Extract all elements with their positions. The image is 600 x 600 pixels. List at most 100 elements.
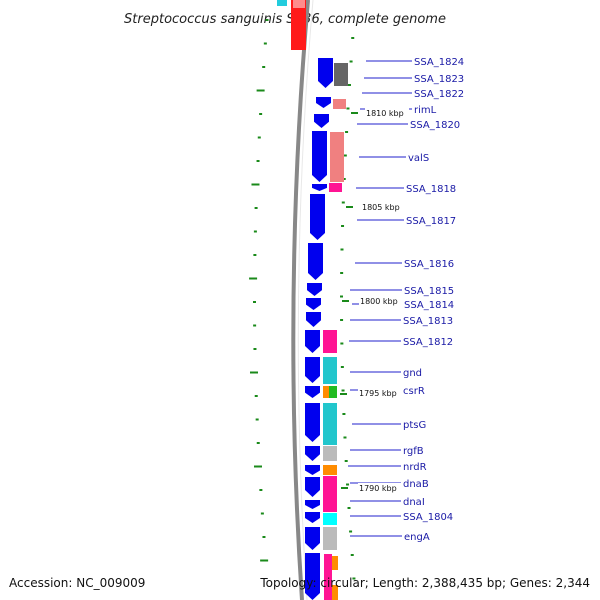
scale-tick <box>259 113 263 115</box>
scale-tick <box>256 89 265 92</box>
kbp-label: 1810 kbp <box>366 109 404 118</box>
scale-tick <box>249 371 258 374</box>
gene-label: SSA_1820 <box>410 120 460 131</box>
feature-box <box>324 554 332 600</box>
cds-feature <box>305 386 320 398</box>
gene-label: SSA_1804 <box>403 512 453 523</box>
cds-feature <box>310 194 325 240</box>
cds-feature <box>305 477 320 497</box>
kbp-label-bg <box>365 108 409 118</box>
scale-tick <box>251 183 260 186</box>
scale-tick <box>253 230 257 233</box>
cds-feature <box>312 184 327 191</box>
inner-tick <box>346 107 350 110</box>
cds-feature <box>305 500 320 509</box>
feature-box <box>334 63 348 86</box>
inner-tick <box>340 319 344 321</box>
inner-tick <box>347 507 351 509</box>
inner-tick <box>340 248 344 251</box>
feature-box <box>332 585 338 600</box>
gene-label: SSA_1815 <box>404 286 454 297</box>
inner-tick <box>342 178 346 180</box>
kbp-label: 1800 kbp <box>360 297 398 306</box>
inner-tick <box>349 60 353 63</box>
feature-box <box>333 99 346 109</box>
cds-feature <box>308 243 323 280</box>
gene-label: SSA_1823 <box>414 74 464 85</box>
scale-tick <box>265 19 269 21</box>
inner-tick <box>346 483 350 486</box>
gene-label: SSA_1812 <box>403 337 453 348</box>
scale-tick <box>253 301 257 303</box>
cds-feature <box>305 553 320 600</box>
gene-label: SSA_1817 <box>406 216 456 227</box>
cds-feature <box>314 114 329 128</box>
inner-tick <box>342 413 346 415</box>
cds-feature <box>307 283 322 296</box>
gene-label: dnaB <box>403 479 429 490</box>
gene-label: engA <box>404 532 430 543</box>
kbp-tick <box>342 300 349 302</box>
feature-box <box>323 513 337 525</box>
kbp-tick <box>346 206 353 208</box>
scale-tick <box>256 160 260 162</box>
gene-label: rimL <box>414 105 437 116</box>
scale-tick <box>253 324 257 327</box>
gene-label: SSA_1818 <box>406 184 456 195</box>
kbp-label-bg <box>358 388 402 398</box>
inner-tick <box>341 201 345 204</box>
feature-box <box>323 386 329 398</box>
scale-ticks <box>249 19 269 562</box>
gene-label: SSA_1824 <box>414 57 464 68</box>
gene-label: valS <box>408 153 429 164</box>
feature-box <box>323 465 337 475</box>
gene-label: dnaI <box>403 497 425 508</box>
inner-tick <box>341 389 345 392</box>
kbp-label-bg <box>358 483 402 493</box>
inner-tick <box>351 37 355 39</box>
feature-box <box>323 446 337 461</box>
gene-label: nrdR <box>403 462 427 473</box>
scale-tick <box>253 254 257 256</box>
inner-tick <box>345 131 349 133</box>
feature-box <box>323 357 337 384</box>
kbp-label-bg <box>359 296 403 306</box>
cds-feature <box>305 357 320 383</box>
cds-feature <box>305 465 320 475</box>
scale-tick <box>260 512 264 515</box>
feature-box <box>330 132 344 182</box>
kbp-tick <box>340 393 347 395</box>
gene-label: SSA_1822 <box>414 89 464 100</box>
gene-features <box>277 0 348 600</box>
feature-box <box>323 403 337 445</box>
scale-tick <box>259 489 263 491</box>
cds-feature <box>306 312 321 327</box>
genome-summary-text: Topology: circular; Length: 2,388,435 bp… <box>260 576 590 590</box>
scale-tick <box>260 559 269 562</box>
feature-box <box>277 0 287 6</box>
genome-backbone-highlight <box>297 0 314 600</box>
scale-tick <box>256 442 260 444</box>
feature-box <box>323 527 337 550</box>
inner-tick <box>343 154 347 157</box>
feature-box <box>329 183 342 192</box>
cds-feature <box>305 512 320 523</box>
inner-tick <box>341 225 345 227</box>
inner-tick <box>352 577 356 580</box>
cds-feature <box>305 446 320 461</box>
kbp-label-bg <box>361 202 405 212</box>
map-title: Streptococcus sanguinis SK36, complete g… <box>124 12 446 27</box>
gene-label: SSA_1816 <box>404 259 454 270</box>
inner-tick <box>347 84 351 86</box>
cds-feature <box>318 58 333 88</box>
cds-feature <box>312 131 327 182</box>
inner-tick <box>340 342 344 345</box>
inner-tick <box>340 366 344 368</box>
feature-box <box>323 476 337 512</box>
scale-tick <box>262 536 266 538</box>
kbp-tick <box>341 487 348 489</box>
gene-label: rgfB <box>403 446 424 457</box>
accession-text: Accession: NC_009009 <box>9 576 146 590</box>
scale-tick <box>253 465 262 468</box>
